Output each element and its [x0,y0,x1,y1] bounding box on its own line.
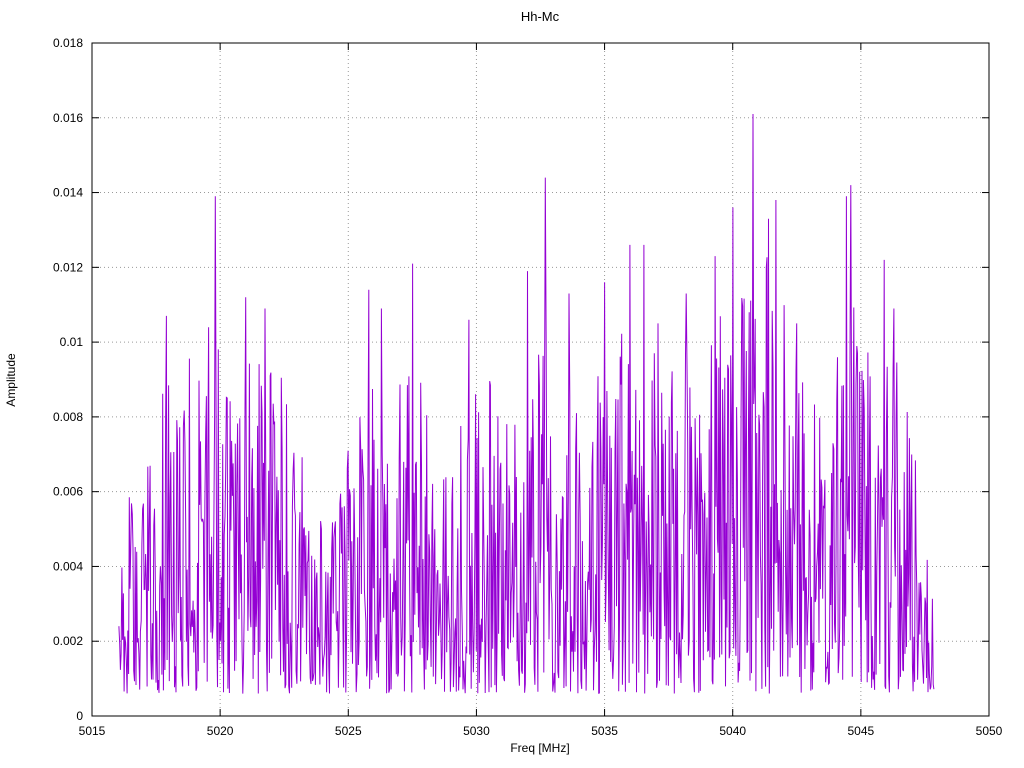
y-tick-label: 0.008 [53,410,83,424]
x-tick-label: 5040 [719,724,746,738]
x-tick-label: 5015 [79,724,106,738]
y-tick-label: 0.004 [53,559,83,573]
x-axis-label: Freq [MHz] [510,741,569,755]
x-tick-label: 5050 [976,724,1003,738]
y-tick-label: 0.014 [53,186,83,200]
y-tick-label: 0 [76,709,83,723]
chart-title: Hh-Mc [521,9,560,24]
tick-label-layer: 5015 5020 5025 5030 5035 5040 5045 5050 0 0.002 0.… [53,36,1003,738]
x-tick-label: 5025 [335,724,362,738]
x-tick-label: 5020 [207,724,234,738]
x-tick-label: 5030 [463,724,490,738]
y-tick-label: 0.01 [60,335,84,349]
series-layer [118,113,935,694]
y-tick-label: 0.006 [53,485,83,499]
plot-border [91,42,990,717]
y-tick-label: 0.002 [53,634,83,648]
y-tick-label: 0.012 [53,260,83,274]
x-tick-label: 5045 [848,724,875,738]
y-tick-label: 0.016 [53,111,83,125]
y-axis-label: Amplitude [4,353,18,407]
data-series-hh-mc [118,113,935,694]
y-tick-label: 0.018 [53,36,83,50]
x-tick-label: 5035 [591,724,618,738]
